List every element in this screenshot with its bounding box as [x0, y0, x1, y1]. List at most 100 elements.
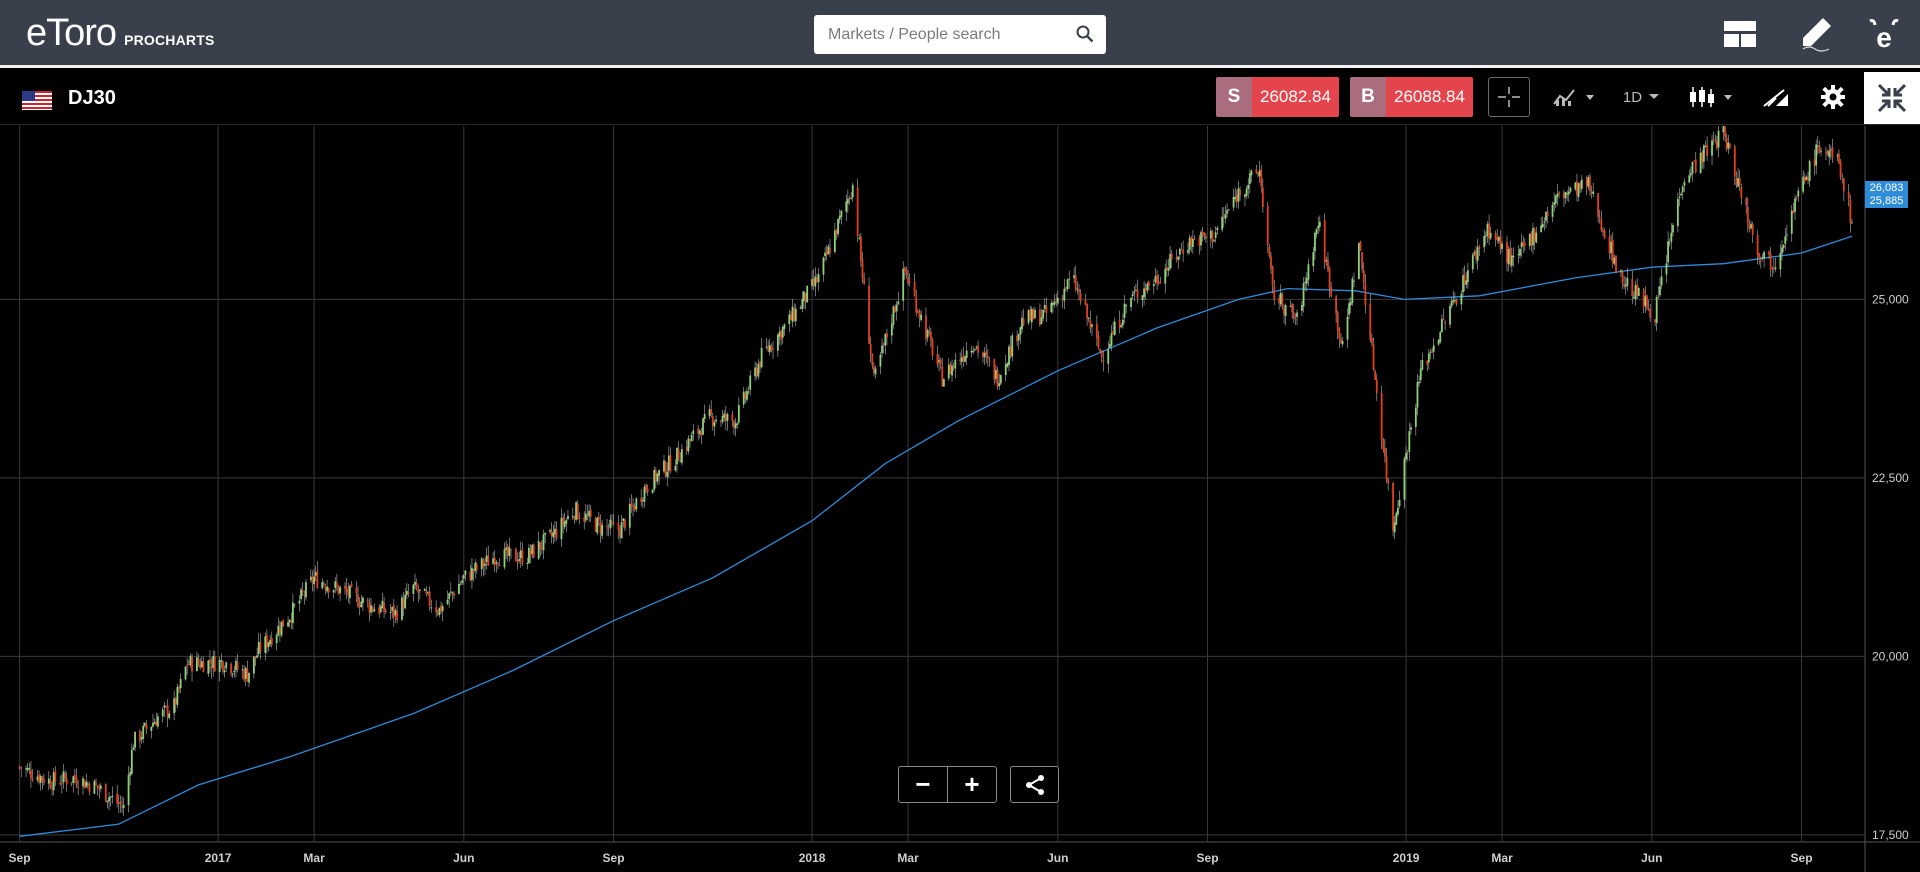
candle: [1564, 191, 1567, 204]
layout-icon[interactable]: [1720, 14, 1760, 54]
candle: [176, 683, 179, 709]
buy-button[interactable]: B 26088.84: [1350, 77, 1473, 117]
candle: [1714, 134, 1717, 144]
share-button[interactable]: [1010, 766, 1059, 803]
candle: [1039, 303, 1041, 327]
candle: [378, 603, 381, 618]
candle: [528, 544, 530, 564]
candle: [1113, 317, 1116, 337]
pencil-icon[interactable]: [1796, 14, 1836, 54]
candle: [1315, 228, 1318, 239]
candle: [1078, 283, 1080, 301]
candle: [391, 606, 394, 619]
indicators-dropdown[interactable]: [1550, 77, 1600, 117]
candle: [576, 500, 579, 520]
candle: [108, 791, 110, 811]
candle: [1392, 482, 1394, 537]
candle: [235, 657, 237, 678]
candle: [1795, 195, 1798, 201]
chart-canvas[interactable]: 25,000 22,500 20,000 17,500 Sep 2017 Mar Jun Sep…: [0, 126, 1920, 872]
chevron-down-icon: [1649, 94, 1660, 99]
candle: [407, 583, 410, 598]
candle: [383, 596, 385, 619]
candle: [635, 497, 638, 513]
candle: [451, 591, 454, 602]
candle: [1533, 227, 1536, 251]
candle: [850, 192, 853, 200]
candle: [1745, 196, 1748, 214]
etoro-logo[interactable]: eToro PROCHARTS: [26, 12, 215, 52]
candle: [1818, 140, 1821, 154]
candle: [645, 483, 647, 494]
candle: [31, 768, 34, 782]
candle: [1655, 294, 1658, 332]
candle: [1349, 297, 1352, 314]
candle: [254, 656, 257, 667]
candle: [1203, 232, 1206, 241]
candle: [142, 722, 145, 743]
candle: [920, 310, 923, 322]
search-box[interactable]: [814, 15, 1106, 54]
candle: [985, 343, 988, 364]
candle: [1221, 207, 1224, 233]
candle: [541, 540, 543, 555]
search-icon[interactable]: [1076, 25, 1094, 43]
candle: [1110, 325, 1113, 352]
candle: [697, 424, 700, 441]
candle: [794, 304, 797, 327]
candle: [279, 620, 281, 642]
candle: [1501, 241, 1503, 253]
candle: [858, 234, 861, 240]
search-input[interactable]: [828, 25, 1078, 44]
candle: [1079, 289, 1082, 305]
candle: [1346, 308, 1349, 348]
zoom-out-button[interactable]: −: [899, 767, 948, 802]
candle: [708, 404, 711, 420]
candle: [47, 771, 50, 791]
candle: [824, 247, 826, 262]
candle: [1284, 303, 1287, 326]
candle: [1541, 216, 1544, 229]
chart-type-dropdown[interactable]: [1686, 77, 1738, 117]
candle: [584, 503, 587, 523]
candle: [218, 656, 221, 682]
candle: [1590, 185, 1593, 199]
candle: [1717, 126, 1720, 158]
candle: [1190, 235, 1193, 253]
candle: [848, 195, 851, 205]
candle: [1849, 194, 1852, 233]
candle: [64, 770, 66, 782]
candle: [1398, 490, 1401, 509]
settings-button[interactable]: [1814, 77, 1852, 117]
candle: [768, 338, 771, 356]
crosshair-button[interactable]: [1488, 77, 1530, 117]
candle: [664, 460, 667, 478]
timeframe-dropdown[interactable]: 1D: [1620, 77, 1664, 117]
candle: [417, 584, 420, 603]
candle: [173, 690, 176, 721]
candle: [179, 673, 182, 694]
drawing-tools-button[interactable]: [1758, 77, 1794, 117]
candle: [539, 542, 542, 557]
candle: [1408, 422, 1411, 461]
candle: [1631, 270, 1634, 305]
candle: [1672, 222, 1674, 237]
price-chart[interactable]: 25,000 22,500 20,000 17,500 Sep 2017 Mar Jun Sep…: [0, 126, 1920, 872]
candle: [811, 271, 813, 290]
candle: [905, 266, 908, 279]
candle: [300, 587, 302, 601]
zoom-in-button[interactable]: +: [964, 769, 980, 799]
candle: [622, 517, 625, 528]
candle: [1758, 252, 1761, 265]
candle: [1224, 205, 1227, 224]
candle: [1836, 153, 1839, 162]
candle: [677, 441, 680, 462]
collapse-button[interactable]: [1864, 72, 1920, 124]
candle: [986, 349, 989, 367]
candle: [1667, 231, 1669, 266]
sell-button[interactable]: S 26082.84: [1216, 77, 1339, 117]
candle: [1761, 253, 1764, 261]
candle: [886, 328, 888, 346]
candle: [1691, 161, 1694, 182]
etoro-e-icon[interactable]: e: [1864, 14, 1904, 54]
